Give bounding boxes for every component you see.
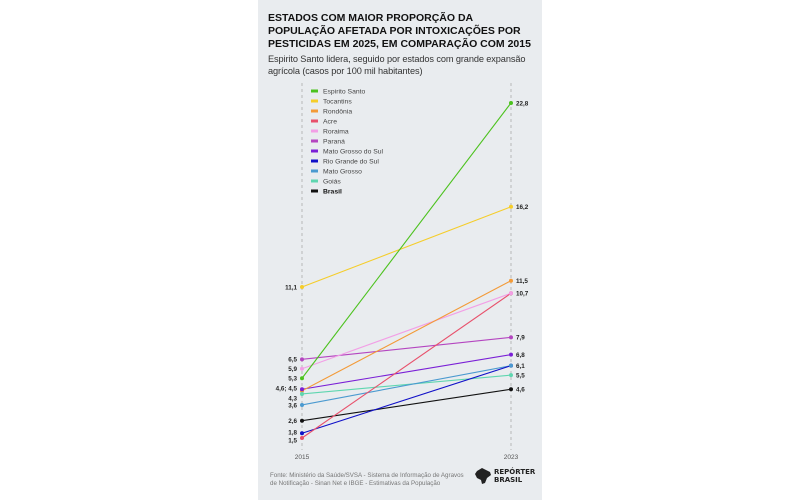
series-line [301,365,512,406]
legend-label: Acre [323,118,337,125]
legend-label: Paraná [323,138,345,145]
legend-label: Mato Grosso do Sul [323,148,384,155]
data-point-2023 [509,335,513,340]
data-label-2023: 11,5 [516,278,528,285]
data-point-2015 [300,402,304,407]
data-point-2015 [300,436,304,441]
legend-swatch [311,119,318,123]
data-label-2015: 3,6 [288,402,297,409]
data-label-2023: 6,8 [516,352,525,359]
data-label-2023: 7,9 [516,335,525,342]
x-tick-label: 2015 [295,454,310,461]
legend-swatch [311,89,318,93]
legend-label: Brasil [323,188,342,195]
data-point-2023 [509,352,513,357]
data-label-2015: 1,8 [288,430,297,437]
data-point-2015 [300,284,304,289]
data-label-2023: 4,6 [516,387,525,394]
legend-label: Goiás [323,178,341,185]
series-line [301,102,512,379]
data-point-2023 [509,291,513,296]
data-point-2023 [509,278,513,283]
legend-label: Tocantins [323,98,352,105]
data-label-2023: 5,5 [516,372,525,379]
series-line [301,354,512,390]
data-point-2015 [300,418,304,423]
data-label-2015: 5,3 [288,376,297,383]
legend-swatch [311,129,318,133]
series-line [301,374,512,395]
series-line [301,365,512,434]
data-label-2015: 6,5 [288,357,297,364]
legend-swatch [311,99,318,103]
logo-text: REPÓRTER BRASIL [494,468,536,484]
data-point-2015 [300,366,304,371]
data-point-2015 [300,431,304,436]
legend-label: Mato Grosso [323,168,362,175]
legend-swatch [311,169,318,173]
x-tick-label: 2023 [504,454,519,461]
data-point-2023 [509,363,513,368]
series-line [301,336,512,360]
data-label-2015: 11,1 [285,284,297,291]
legend-swatch [311,149,318,153]
series-line [301,292,512,439]
data-point-2023 [509,204,513,209]
legend-label: Rio Grande do Sul [323,158,379,165]
chart-subtitle: Espirito Santo lidera, seguido por estad… [268,54,526,76]
data-label-2015: 4,3 [288,395,297,402]
brazil-map-icon [475,468,491,484]
chart-header: ESTADOS COM MAIOR PROPORÇÃO DA POPULAÇÃO… [268,12,540,77]
data-label-2023: 16,2 [516,204,529,211]
legend-label: Espirito Santo [323,88,366,95]
chart-title: ESTADOS COM MAIOR PROPORÇÃO DA POPULAÇÃO… [268,12,531,50]
legend-label: Roraima [323,128,349,135]
data-label-2023: 10,7 [516,291,529,298]
data-point-2015 [300,391,304,396]
data-label-2015: 4,6; 4,5 [276,386,298,393]
data-point-2023 [509,387,513,392]
legend-swatch [311,139,318,143]
legend-swatch [311,159,318,163]
data-point-2015 [300,387,304,392]
data-point-2015 [300,376,304,381]
series-line [301,388,512,422]
data-label-2015: 1,5 [288,437,297,444]
data-label-2023: 22,8 [516,100,529,107]
legend-label: Rondônia [323,108,352,115]
legend-swatch [311,109,318,113]
series-line [301,292,512,370]
data-point-2023 [509,100,513,105]
data-label-2015: 5,9 [288,366,297,373]
data-point-2023 [509,373,513,378]
source-note: Fonte: Ministério da Saúde/SVSA - Sistem… [270,472,464,487]
reporter-brasil-logo: REPÓRTER BRASIL [474,467,538,485]
series-line [301,206,512,288]
legend-swatch [311,189,318,193]
legend-swatch [311,179,318,183]
data-point-2015 [300,357,304,362]
data-label-2015: 2,6 [288,418,297,425]
series-line [301,280,512,392]
data-label-2023: 6,1 [516,363,525,370]
